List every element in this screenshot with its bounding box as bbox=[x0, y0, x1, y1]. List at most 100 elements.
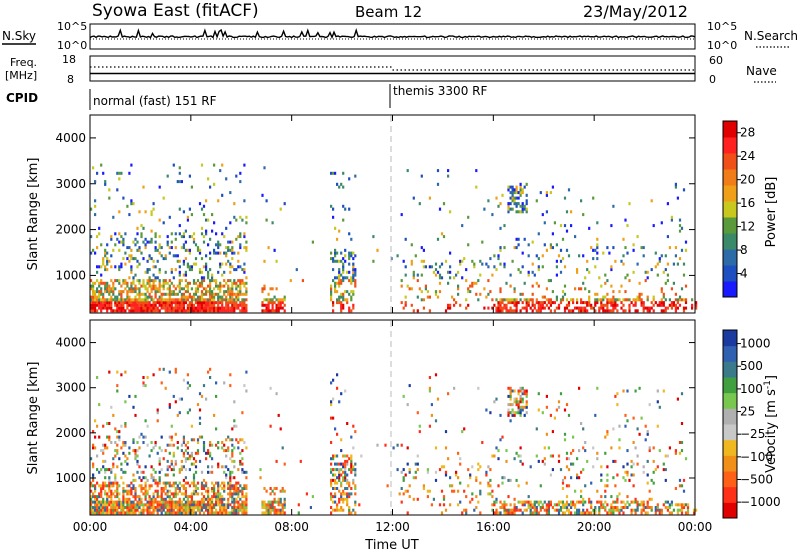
heatmap-cell bbox=[392, 446, 395, 450]
heatmap-cell bbox=[209, 503, 212, 507]
heatmap-cell bbox=[582, 497, 585, 501]
heatmap-cell bbox=[188, 303, 191, 307]
heatmap-cell bbox=[241, 438, 244, 442]
heatmap-cell bbox=[342, 478, 345, 482]
heatmap-cell bbox=[207, 500, 210, 504]
heatmap-cell bbox=[624, 470, 627, 474]
heatmap-cell bbox=[146, 295, 149, 299]
heatmap-cell bbox=[136, 449, 139, 453]
heatmap-cell bbox=[158, 367, 161, 371]
heatmap-cell bbox=[172, 506, 175, 509]
heatmap-cell bbox=[98, 508, 101, 512]
heatmap-cell bbox=[138, 484, 141, 488]
heatmap-cell bbox=[126, 303, 129, 307]
heatmap-cell bbox=[243, 246, 246, 250]
heatmap-cell bbox=[140, 432, 143, 436]
heatmap-cell bbox=[618, 424, 621, 428]
heatmap-cell bbox=[130, 254, 133, 258]
heatmap-cell bbox=[94, 281, 97, 285]
heatmap-cell bbox=[642, 301, 645, 305]
heatmap-cell bbox=[511, 411, 514, 415]
heatmap-cell bbox=[233, 459, 236, 463]
heatmap-cell bbox=[551, 468, 554, 472]
heatmap-cell bbox=[610, 303, 613, 307]
heatmap-cell bbox=[330, 492, 333, 496]
heatmap-cell bbox=[507, 207, 510, 211]
heatmap-cell bbox=[519, 397, 522, 401]
heatmap-cell bbox=[178, 489, 181, 493]
heatmap-cell bbox=[205, 290, 208, 294]
heatmap-cell bbox=[600, 303, 603, 307]
heatmap-cell bbox=[200, 257, 204, 261]
heatmap-cell bbox=[678, 224, 682, 228]
heatmap-cell bbox=[188, 292, 191, 296]
heatmap-cell bbox=[549, 473, 552, 477]
heatmap-cell bbox=[140, 235, 143, 239]
heatmap-cell bbox=[178, 171, 181, 175]
heatmap-cell bbox=[402, 468, 405, 472]
heatmap-cell bbox=[162, 306, 165, 310]
heatmap-cell bbox=[241, 503, 244, 507]
heatmap-cell bbox=[596, 292, 599, 296]
heatmap-cell bbox=[174, 511, 177, 515]
heatmap-cell bbox=[618, 446, 621, 450]
heatmap-cell bbox=[565, 500, 569, 504]
heatmap-cell bbox=[634, 389, 637, 393]
heatmap-cell bbox=[178, 508, 181, 512]
heatmap-cell bbox=[402, 259, 405, 263]
heatmap-cell bbox=[233, 202, 236, 206]
heatmap-cell bbox=[678, 503, 682, 507]
heatmap-cell bbox=[233, 424, 236, 428]
heatmap-cell bbox=[182, 309, 185, 313]
heatmap-cell bbox=[120, 240, 123, 244]
heatmap-cell bbox=[549, 279, 552, 283]
heatmap-cell bbox=[209, 511, 212, 515]
heatmap-cell bbox=[225, 303, 228, 307]
colorbar-tick-label: 20 bbox=[740, 173, 755, 187]
heatmap-cell bbox=[485, 295, 488, 299]
heatmap-cell bbox=[221, 306, 224, 310]
heatmap-cell bbox=[477, 386, 480, 390]
heatmap-cell bbox=[164, 503, 167, 507]
heatmap-cell bbox=[277, 511, 280, 515]
heatmap-cell bbox=[632, 270, 635, 274]
heatmap-cell bbox=[604, 281, 607, 285]
heatmap-cell bbox=[200, 481, 204, 485]
power-heatmap-cells bbox=[90, 163, 698, 313]
heatmap-cell bbox=[261, 193, 264, 197]
heatmap-cell bbox=[152, 506, 155, 509]
heatmap-cell bbox=[100, 243, 103, 247]
heatmap-cell bbox=[150, 237, 153, 241]
heatmap-cell bbox=[416, 279, 419, 283]
heatmap-cell bbox=[102, 465, 105, 469]
heatmap-cell bbox=[670, 301, 673, 305]
heatmap-cell bbox=[192, 478, 196, 482]
heatmap-cell bbox=[126, 257, 129, 261]
heatmap-cell bbox=[578, 309, 581, 313]
heatmap-cell bbox=[674, 182, 677, 186]
heatmap-cell bbox=[511, 301, 514, 305]
heatmap-cell bbox=[491, 298, 494, 302]
heatmap-cell bbox=[211, 273, 214, 277]
heatmap-cell bbox=[116, 301, 119, 305]
heatmap-cell bbox=[136, 309, 139, 313]
heatmap-cell bbox=[188, 408, 191, 412]
heatmap-cell bbox=[235, 484, 238, 488]
heatmap-cell bbox=[202, 511, 206, 515]
heatmap-cell bbox=[225, 438, 228, 442]
heatmap-cell bbox=[114, 503, 117, 507]
heatmap-cell bbox=[160, 284, 163, 288]
heatmap-cell bbox=[418, 202, 421, 206]
heatmap-cell bbox=[140, 232, 143, 236]
heatmap-cell bbox=[479, 292, 482, 296]
nave-top-label: 60 bbox=[709, 54, 723, 67]
heatmap-cell bbox=[92, 443, 95, 447]
heatmap-cell bbox=[235, 500, 238, 504]
heatmap-cell bbox=[455, 273, 458, 277]
heatmap-cell bbox=[134, 306, 137, 310]
heatmap-cell bbox=[559, 508, 563, 512]
heatmap-cell bbox=[225, 290, 228, 294]
heatmap-cell bbox=[557, 500, 561, 504]
heatmap-cell bbox=[186, 457, 189, 461]
heatmap-cell bbox=[243, 306, 246, 310]
